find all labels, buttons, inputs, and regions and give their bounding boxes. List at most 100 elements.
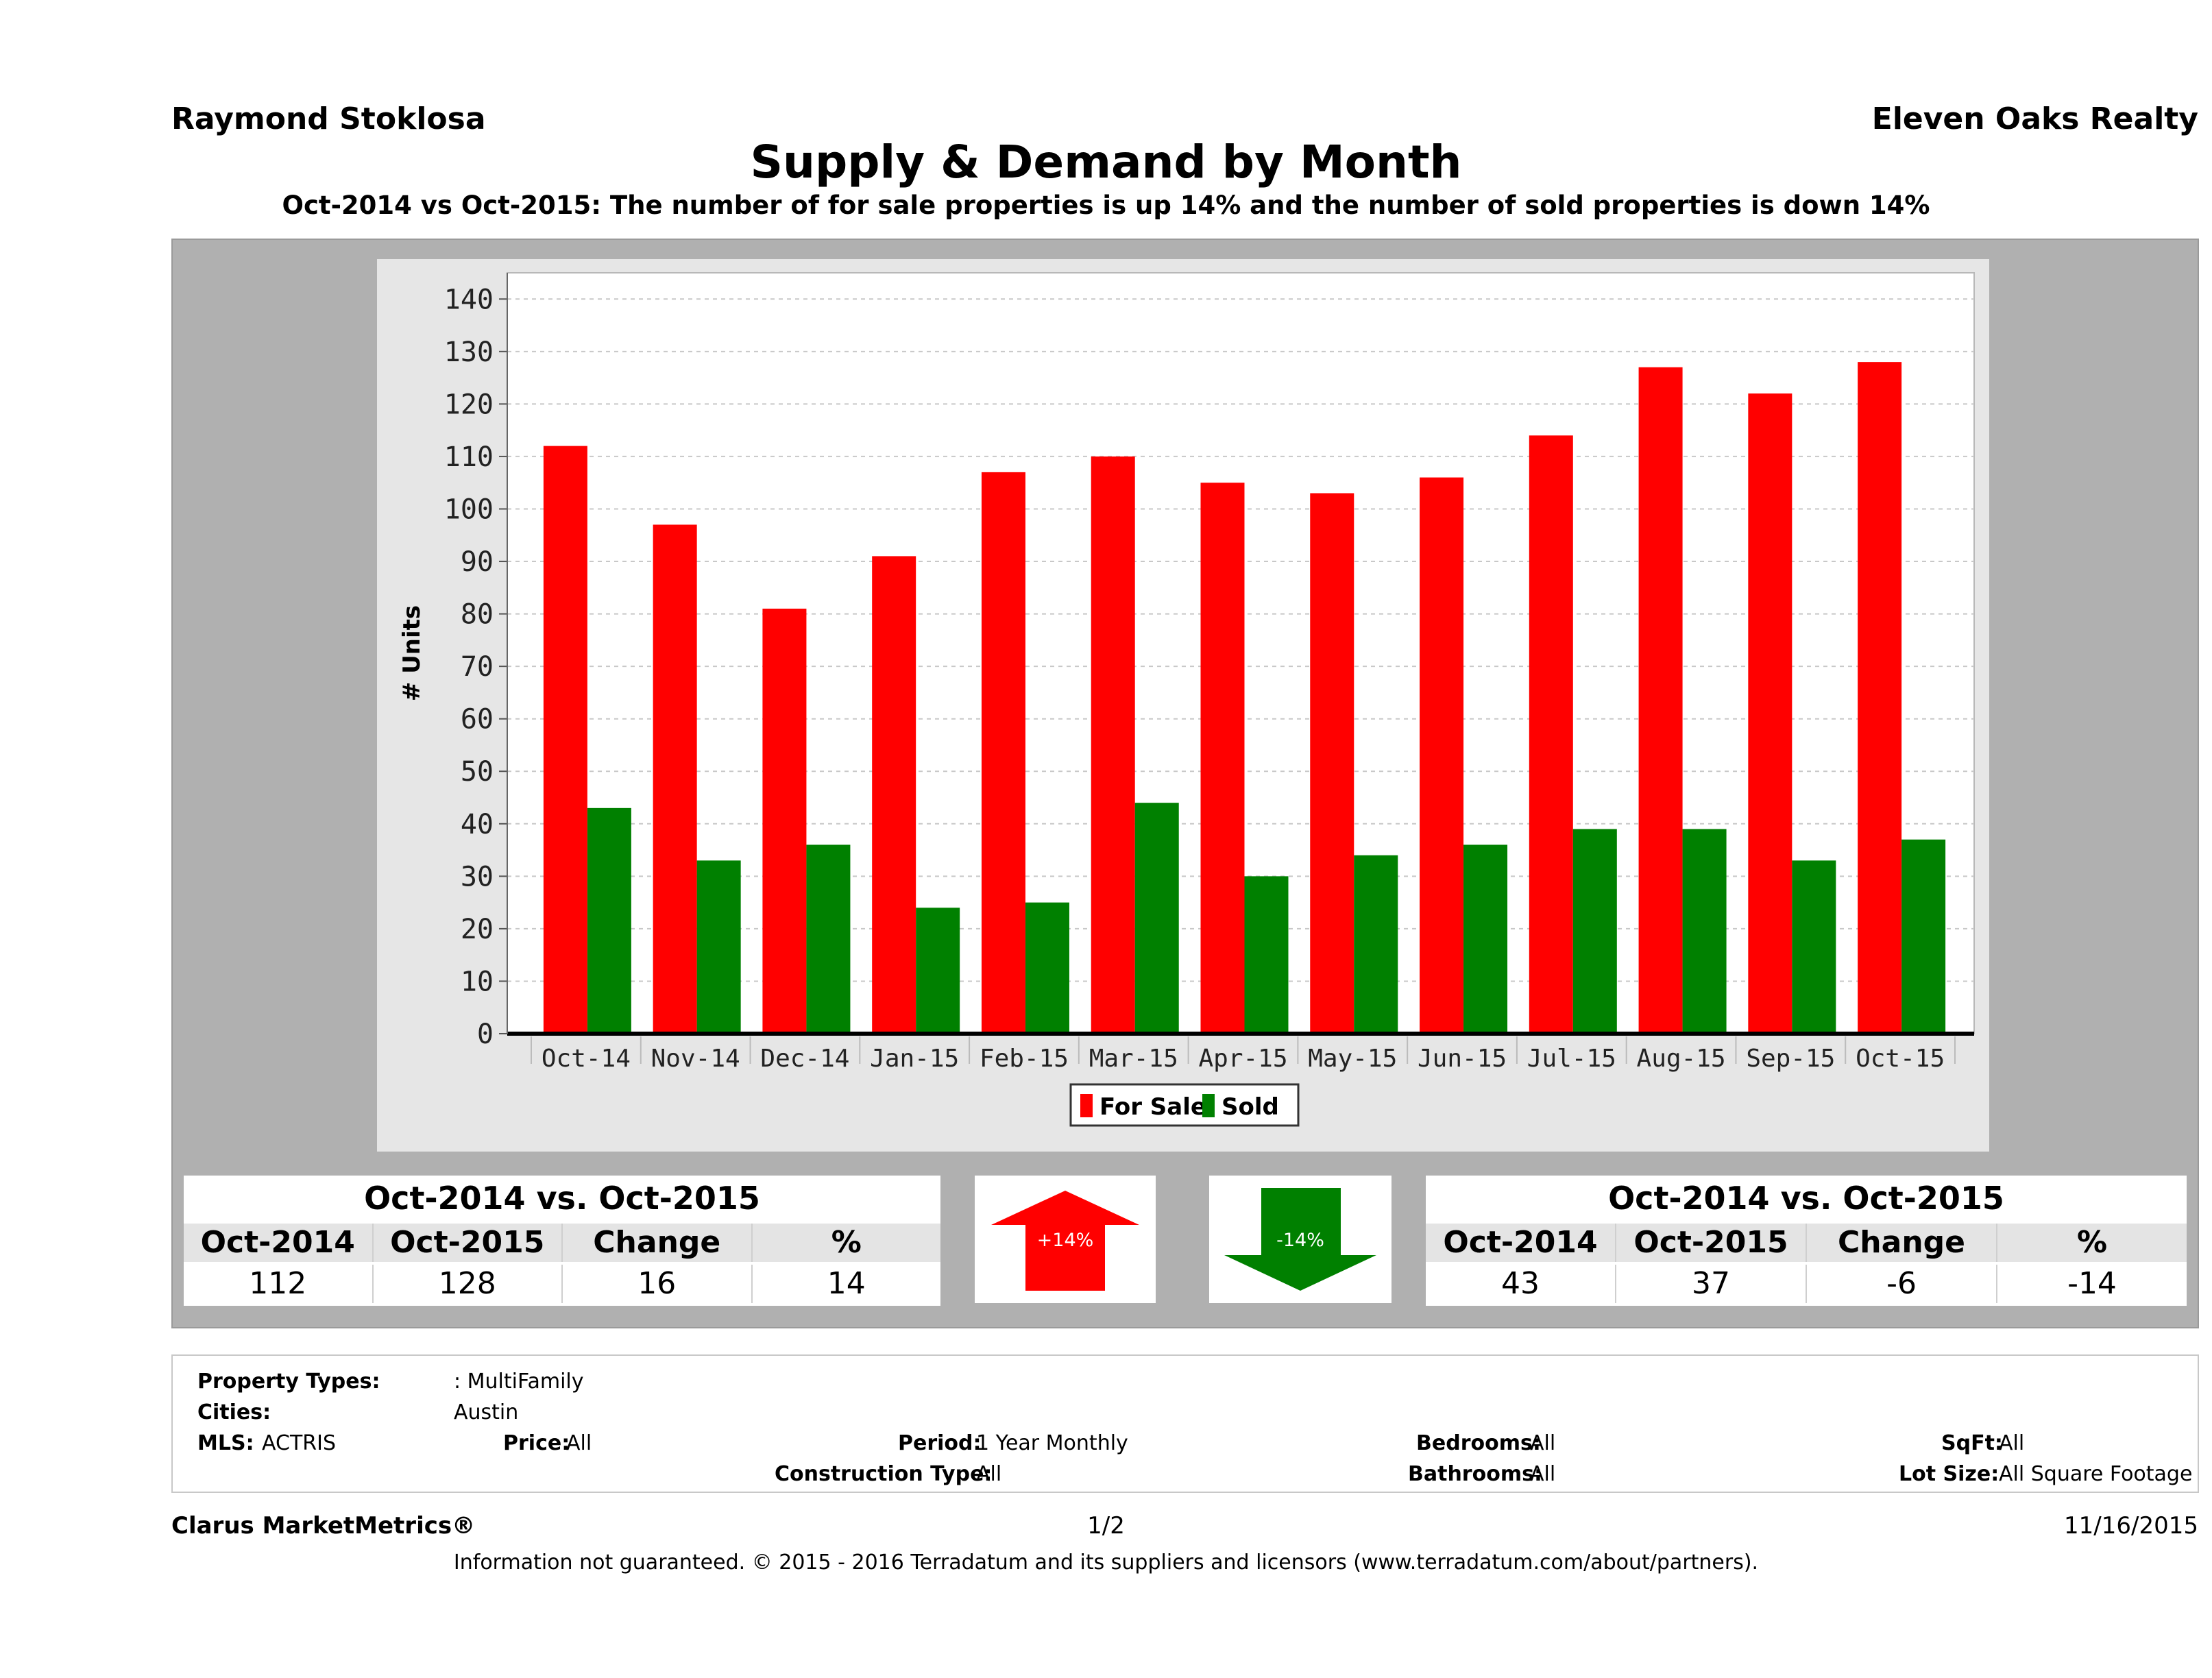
bar-sold <box>1792 860 1836 1034</box>
agent-name: Raymond Stoklosa <box>171 101 486 136</box>
table-cell: -6 <box>1806 1265 1996 1303</box>
mls-value: ACTRIS <box>262 1431 337 1455</box>
table-row: 112 128 16 14 <box>184 1265 940 1303</box>
y-tick-label: 0 <box>477 1019 494 1050</box>
column-header: % <box>751 1224 941 1262</box>
table-cell: 37 <box>1615 1265 1806 1303</box>
mls-label: MLS: <box>197 1431 254 1455</box>
lot-size-label: Lot Size: <box>1899 1462 2000 1486</box>
bar-for-sale <box>1529 435 1573 1034</box>
bar-for-sale <box>1310 493 1354 1034</box>
y-tick-label: 80 <box>461 599 494 631</box>
filters-panel: Property Types: : MultiFamily Cities: Au… <box>171 1354 2199 1493</box>
arrow-up-icon: +14% <box>991 1191 1139 1291</box>
table-header-row: Oct-2014 Oct-2015 Change % <box>1426 1224 2187 1262</box>
badge-label: +14% <box>1037 1230 1094 1251</box>
x-tick-label: May-15 <box>1308 1045 1397 1073</box>
sold-summary-table: Oct-2014 vs. Oct-2015 Oct-2014 Oct-2015 … <box>1426 1176 2187 1306</box>
bathrooms-label: Bathrooms: <box>1408 1462 1542 1486</box>
footer-brand: Clarus MarketMetrics® <box>171 1512 476 1540</box>
x-tick-label: Aug-15 <box>1637 1045 1726 1073</box>
legend-swatch <box>1202 1094 1215 1117</box>
y-tick-label: 100 <box>444 494 494 525</box>
page-title: Supply & Demand by Month <box>750 136 1462 189</box>
y-tick-label: 40 <box>461 809 494 840</box>
bedrooms-label: Bedrooms: <box>1416 1431 1541 1455</box>
page-subtitle: Oct-2014 vs Oct-2015: The number of for … <box>282 191 1930 220</box>
bar-sold <box>1682 829 1727 1034</box>
property-types-label: Property Types: <box>197 1370 380 1394</box>
bar-sold <box>916 908 960 1034</box>
y-tick-label: 120 <box>444 389 494 420</box>
x-tick-label: Jul-15 <box>1527 1045 1616 1073</box>
bar-sold <box>587 807 631 1034</box>
table-cell: 112 <box>249 1266 307 1301</box>
bar-sold <box>1463 844 1508 1034</box>
column-header: Oct-2015 <box>1615 1224 1806 1262</box>
bar-for-sale <box>981 472 1025 1034</box>
legend-label: For Sale <box>1099 1093 1206 1121</box>
property-types-value: : MultiFamily <box>454 1370 584 1394</box>
page-number: 1/2 <box>1087 1512 1125 1540</box>
bar-for-sale <box>1091 456 1135 1034</box>
bedrooms-value: All <box>1530 1431 1556 1455</box>
x-tick-label: Apr-15 <box>1198 1045 1287 1073</box>
table-cell: 43 <box>1501 1266 1540 1301</box>
bathrooms-value: All <box>1530 1462 1556 1486</box>
table-row: 43 37 -6 -14 <box>1426 1265 2187 1303</box>
bar-for-sale <box>1858 362 1902 1034</box>
y-tick-label: 140 <box>444 284 494 315</box>
bar-sold <box>1572 829 1617 1034</box>
bar-for-sale <box>1638 367 1683 1034</box>
x-tick-label: Oct-15 <box>1856 1045 1945 1073</box>
bar-for-sale <box>543 446 587 1034</box>
bar-sold <box>696 860 741 1034</box>
x-tick-label: Feb-15 <box>980 1045 1069 1073</box>
construction-type-label: Construction Type: <box>775 1462 993 1486</box>
bar-sold <box>1354 855 1398 1034</box>
bar-sold <box>1901 839 1946 1034</box>
cities-value: Austin <box>454 1400 519 1424</box>
x-tick-label: Sep-15 <box>1746 1045 1835 1073</box>
bar-for-sale <box>1200 483 1245 1034</box>
lot-size-value: All Square Footage <box>1999 1462 2193 1486</box>
price-value: All <box>566 1431 592 1455</box>
badge-label: -14% <box>1276 1230 1324 1251</box>
construction-type-value: All <box>976 1462 1002 1486</box>
table-cell: -14 <box>1996 1265 2187 1303</box>
column-header: % <box>1996 1224 2187 1262</box>
y-tick-label: 50 <box>461 756 494 788</box>
y-tick-label: 30 <box>461 861 494 892</box>
y-tick-label: 130 <box>444 337 494 368</box>
table-cell: 16 <box>561 1265 751 1303</box>
period-value: 1 Year Monthly <box>976 1431 1128 1455</box>
y-tick-label: 90 <box>461 546 494 578</box>
company-name: Eleven Oaks Realty <box>1871 101 2198 136</box>
sold-change-badge: -14% <box>1209 1176 1391 1303</box>
column-header: Oct-2014 <box>200 1225 355 1260</box>
bar-sold <box>1134 803 1179 1034</box>
x-tick-label: Mar-15 <box>1089 1045 1178 1073</box>
bar-for-sale <box>872 556 916 1034</box>
legend-box <box>1069 1083 1300 1127</box>
x-tick-label: Dec-14 <box>760 1045 849 1073</box>
table-title: Oct-2014 vs. Oct-2015 <box>364 1180 760 1217</box>
y-tick-label: 20 <box>461 914 494 945</box>
y-tick-label: 10 <box>461 966 494 997</box>
bar-chart: 0 10 20 30 40 50 60 70 80 90 100 110 120 130 140 # Unit… <box>398 272 1975 1127</box>
bar-for-sale <box>1420 477 1464 1034</box>
period-label: Period: <box>898 1431 982 1455</box>
bar-sold <box>1244 876 1289 1034</box>
for-sale-change-badge: +14% <box>975 1176 1156 1303</box>
y-axis-label: # Units <box>398 605 426 701</box>
legend-label: Sold <box>1222 1093 1279 1121</box>
price-label: Price: <box>503 1431 570 1455</box>
cities-label: Cities: <box>197 1400 271 1424</box>
x-tick-label: Jan-15 <box>870 1045 959 1073</box>
column-header: Change <box>1806 1224 1996 1262</box>
x-tick-label: Nov-14 <box>651 1045 740 1073</box>
x-tick-label: Jun-15 <box>1418 1045 1507 1073</box>
sqft-label: SqFt: <box>1941 1431 2003 1455</box>
legend-swatch <box>1080 1094 1093 1117</box>
bar-for-sale <box>1748 393 1792 1034</box>
